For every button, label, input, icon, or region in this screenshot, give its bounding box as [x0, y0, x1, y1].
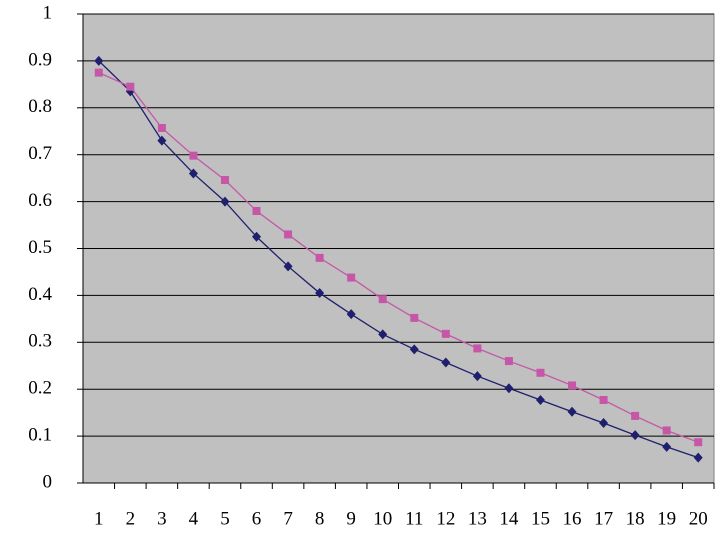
point-marker [94, 55, 104, 66]
x-tick-label: 11 [405, 508, 423, 529]
point-marker [126, 82, 135, 91]
point-marker [284, 230, 293, 239]
y-tick-label: 0.9 [28, 49, 52, 70]
y-tick-label: 0.4 [28, 284, 52, 305]
point-marker [694, 438, 703, 447]
x-tick-label: 7 [283, 508, 293, 529]
y-tick-label: 0.7 [28, 143, 52, 164]
point-marker [693, 452, 703, 463]
x-tick-label: 3 [157, 508, 167, 529]
point-marker [472, 371, 482, 382]
x-tick-label: 13 [468, 508, 487, 529]
x-tick-label: 2 [126, 508, 136, 529]
point-marker [441, 329, 450, 338]
point-marker [536, 368, 545, 377]
point-marker [157, 135, 167, 146]
x-tick-label: 5 [220, 508, 230, 529]
y-tick-label: 0.1 [28, 424, 52, 445]
point-marker [378, 329, 388, 340]
point-marker [504, 383, 514, 394]
y-tick-label: 0.5 [28, 237, 52, 258]
point-marker [220, 176, 229, 185]
point-marker [504, 357, 513, 366]
point-marker [157, 123, 166, 132]
x-tick-label: 15 [531, 508, 550, 529]
x-tick-label: 6 [252, 508, 262, 529]
x-tick-label: 17 [594, 508, 613, 529]
point-marker [252, 206, 261, 215]
point-marker [252, 231, 262, 242]
point-marker [441, 357, 451, 368]
point-marker [662, 426, 671, 435]
point-marker [189, 151, 198, 160]
point-marker [410, 313, 419, 322]
y-tick-label: 0.2 [28, 378, 52, 399]
point-marker [599, 395, 608, 404]
x-tick-label: 4 [189, 508, 199, 529]
point-marker [409, 344, 419, 355]
point-marker [662, 441, 672, 452]
x-tick-label: 8 [315, 508, 325, 529]
point-marker [378, 295, 387, 304]
y-tick-label: 0.3 [28, 331, 52, 352]
x-tick-label: 16 [563, 508, 582, 529]
point-marker [346, 309, 356, 320]
x-tick-label: 10 [373, 508, 392, 529]
point-marker [283, 261, 293, 272]
y-tick-label: 1 [43, 2, 53, 23]
series-line [98, 60, 699, 459]
x-tick-label: 19 [657, 508, 676, 529]
x-tick-label: 12 [436, 508, 455, 529]
point-marker [630, 430, 640, 441]
point-marker [315, 253, 324, 262]
point-marker [347, 273, 356, 282]
point-marker [188, 168, 198, 179]
y-tick-label: 0.8 [28, 96, 52, 117]
point-marker [567, 406, 577, 417]
point-marker [535, 394, 545, 405]
y-tick-label: 0.6 [28, 190, 52, 211]
series-line [98, 72, 699, 443]
x-tick-label: 14 [499, 508, 519, 529]
x-tick-label: 1 [94, 508, 104, 529]
point-marker [631, 411, 640, 420]
point-marker [315, 288, 325, 299]
x-tick-label: 18 [626, 508, 645, 529]
point-marker [94, 68, 103, 77]
x-tick-label: 20 [689, 508, 708, 529]
point-marker [568, 381, 577, 390]
point-marker [473, 344, 482, 353]
point-marker [220, 196, 230, 207]
point-marker [599, 417, 609, 428]
x-tick-label: 9 [346, 508, 356, 529]
y-tick-label: 0 [43, 471, 53, 492]
